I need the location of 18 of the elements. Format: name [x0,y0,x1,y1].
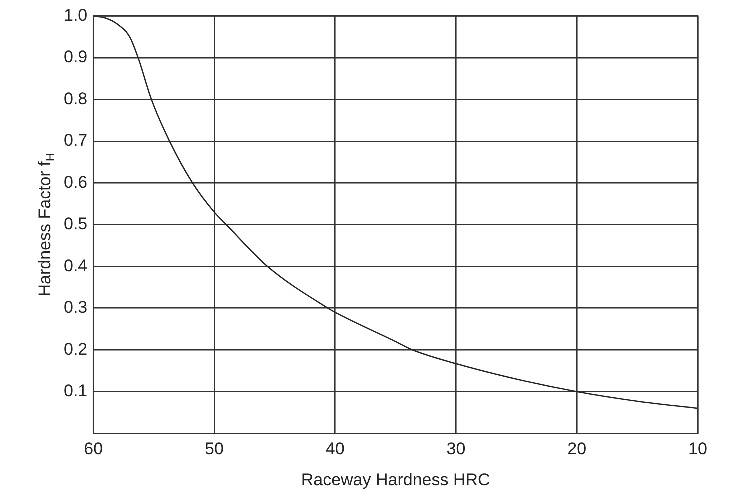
y-axis-title: Hardness Factor fH [36,153,58,297]
x-tick-label: 30 [446,439,466,458]
y-tick-label: 0.1 [64,382,88,401]
x-tick-label: 60 [84,439,104,458]
y-tick-label: 0.8 [64,89,88,108]
y-tick-label: 0.4 [64,256,88,276]
y-tick-label: 0.7 [64,131,88,150]
y-tick-label: 0.6 [64,172,88,192]
x-axis-title: Raceway Hardness HRC [301,470,490,490]
y-tick-label: 0.2 [64,340,88,359]
x-tick-label: 40 [326,439,345,458]
x-tick-label: 50 [205,439,224,458]
y-tick-label: 0.9 [64,48,88,67]
y-tick-label: 0.5 [64,214,88,234]
x-tick-label: 10 [688,439,708,458]
y-tick-label: 1.0 [64,6,88,25]
y-tick-label: 0.3 [64,298,88,318]
x-tick-label: 20 [568,439,587,458]
